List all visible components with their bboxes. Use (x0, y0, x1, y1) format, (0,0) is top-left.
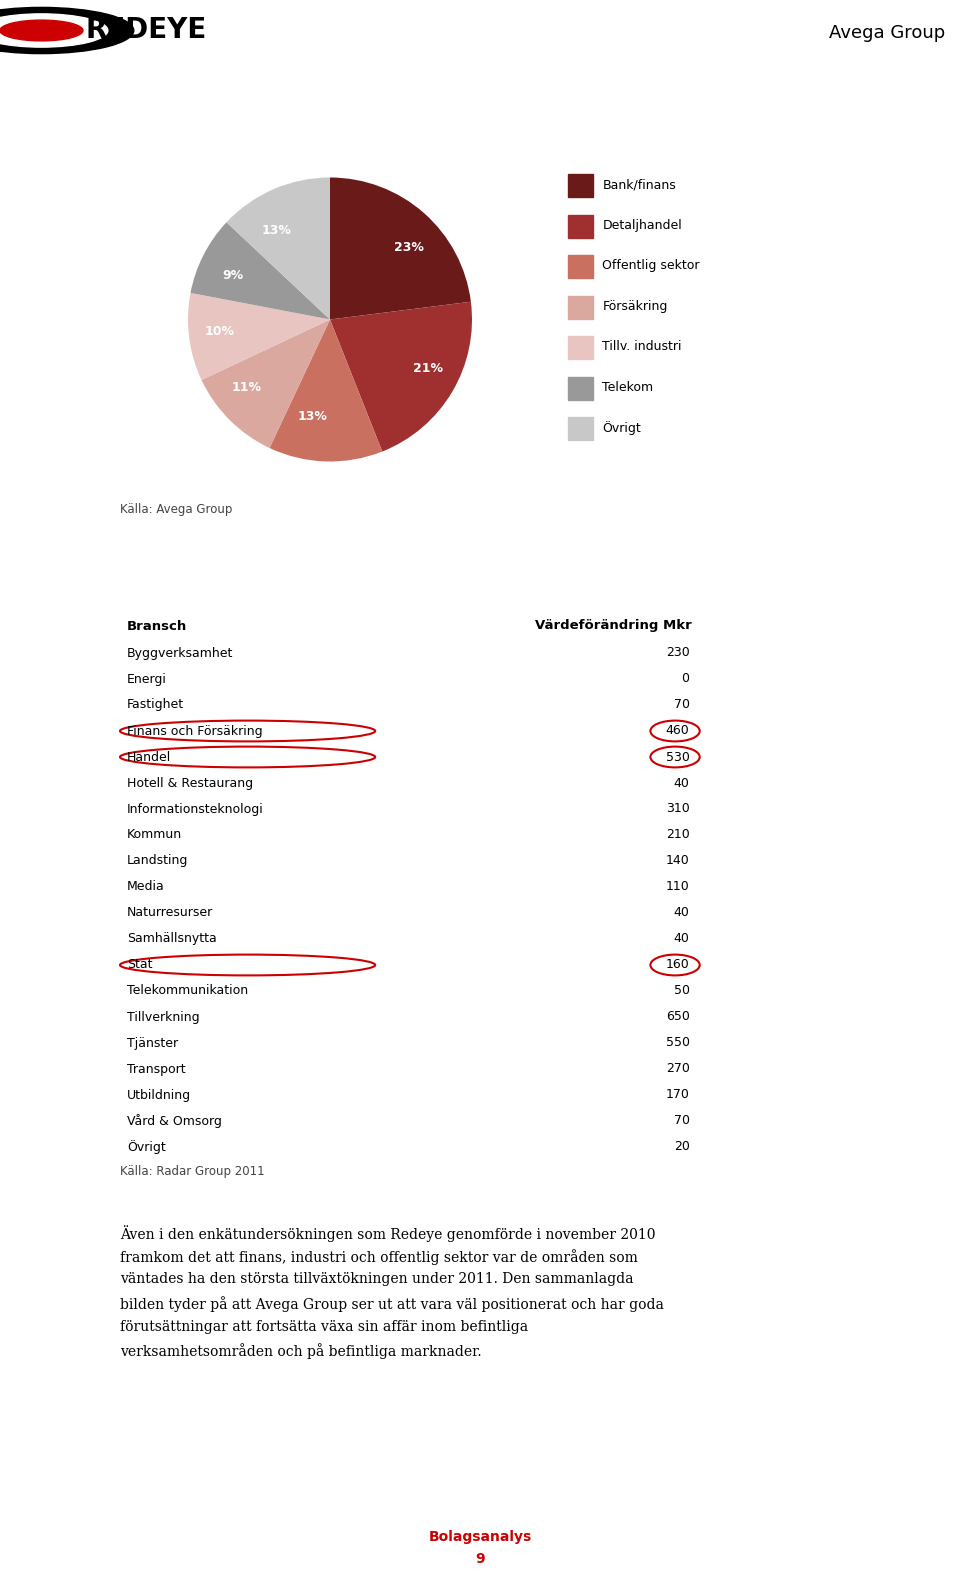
Text: Vård & Omsorg: Vård & Omsorg (127, 1115, 222, 1127)
Text: Även i den enkätundersökningen som Redeye genomförde i november 2010: Även i den enkätundersökningen som Redey… (120, 1225, 656, 1241)
Text: Tillv. industri: Tillv. industri (603, 341, 682, 354)
Text: Detaljhandel: Detaljhandel (603, 218, 683, 232)
Text: 40: 40 (674, 906, 689, 919)
Text: Informationsteknologi: Informationsteknologi (127, 802, 264, 815)
Text: 310: 310 (666, 802, 689, 815)
Wedge shape (270, 319, 382, 461)
Text: 230: 230 (666, 646, 689, 660)
Wedge shape (330, 177, 471, 319)
Text: Bank/finans: Bank/finans (603, 178, 676, 191)
Wedge shape (202, 319, 330, 448)
Text: Utbildning: Utbildning (127, 1088, 191, 1102)
Text: Tillverkning: Tillverkning (127, 1011, 200, 1023)
Text: 460: 460 (666, 725, 689, 737)
Text: Telekom: Telekom (603, 381, 654, 393)
Bar (567, 256, 592, 278)
Text: Tjänster: Tjänster (127, 1036, 179, 1050)
Text: Landsting: Landsting (127, 854, 188, 867)
Bar (567, 417, 592, 441)
Text: verksamhetsområden och på befintliga marknader.: verksamhetsområden och på befintliga mar… (120, 1344, 482, 1360)
Bar (567, 215, 592, 237)
Text: Naturresurser: Naturresurser (127, 906, 213, 919)
Text: Värdeförändring Mkr: Värdeförändring Mkr (535, 619, 691, 633)
Wedge shape (188, 292, 330, 381)
Text: Samhällsnytta: Samhällsnytta (127, 933, 217, 946)
Text: Källa: Avega Group: Källa: Avega Group (120, 502, 232, 515)
Text: Fastighet: Fastighet (127, 698, 184, 712)
Text: Källa: Radar Group 2011: Källa: Radar Group 2011 (120, 1165, 265, 1178)
Text: 40: 40 (674, 933, 689, 946)
Text: Byggverksamhet: Byggverksamhet (127, 646, 233, 660)
Text: 9%: 9% (223, 268, 244, 283)
Wedge shape (227, 177, 330, 319)
Text: 13%: 13% (297, 409, 327, 423)
Bar (567, 377, 592, 399)
Wedge shape (330, 302, 472, 452)
Text: Förändring IT Budgetar per bransch 2011: Förändring IT Budgetar per bransch 2011 (126, 591, 451, 605)
Text: Övrigt: Övrigt (127, 1140, 166, 1154)
Text: 270: 270 (665, 1063, 689, 1075)
Text: Finans och Försäkring: Finans och Försäkring (127, 725, 263, 737)
Text: 9: 9 (475, 1552, 485, 1566)
Text: 70: 70 (674, 1115, 689, 1127)
Text: Avega Group Omsättning per bransch 2010: Avega Group Omsättning per bransch 2010 (131, 90, 489, 104)
Text: 0: 0 (682, 673, 689, 685)
Text: Försäkring: Försäkring (603, 300, 668, 313)
Text: Kommun: Kommun (127, 829, 182, 842)
Text: förutsättningar att fortsätta växa sin affär inom befintliga: förutsättningar att fortsätta växa sin a… (120, 1320, 528, 1334)
Text: Offentlig sektor: Offentlig sektor (603, 259, 700, 272)
Text: 160: 160 (666, 958, 689, 971)
Text: Övrigt: Övrigt (603, 422, 641, 434)
Text: 50: 50 (674, 984, 689, 998)
Text: Bolagsanalys: Bolagsanalys (428, 1530, 532, 1544)
Text: 20: 20 (674, 1140, 689, 1154)
Text: bilden tyder på att Avega Group ser ut att vara väl positionerat och har goda: bilden tyder på att Avega Group ser ut a… (120, 1296, 664, 1312)
Text: framkom det att finans, industri och offentlig sektor var de områden som: framkom det att finans, industri och off… (120, 1249, 637, 1265)
Text: 110: 110 (666, 881, 689, 894)
Text: Bransch: Bransch (127, 619, 187, 633)
Text: 70: 70 (674, 698, 689, 712)
Text: Stat: Stat (127, 958, 153, 971)
Circle shape (0, 8, 133, 54)
Text: 530: 530 (665, 750, 689, 764)
Circle shape (0, 14, 108, 47)
Text: Hotell & Restaurang: Hotell & Restaurang (127, 777, 253, 790)
Text: 40: 40 (674, 777, 689, 790)
Text: 170: 170 (665, 1088, 689, 1102)
Text: Handel: Handel (127, 750, 171, 764)
Text: väntades ha den största tillväxtökningen under 2011. Den sammanlagda: väntades ha den största tillväxtökningen… (120, 1273, 634, 1287)
Text: Avega Group: Avega Group (828, 24, 945, 43)
Text: 550: 550 (665, 1036, 689, 1050)
Text: 21%: 21% (413, 362, 444, 376)
Text: 11%: 11% (231, 381, 262, 395)
Bar (567, 336, 592, 360)
Bar (567, 174, 592, 197)
Bar (567, 295, 592, 319)
Text: 10%: 10% (204, 325, 234, 338)
Text: Telekommunikation: Telekommunikation (127, 984, 248, 998)
Text: Transport: Transport (127, 1063, 185, 1075)
Text: 13%: 13% (262, 224, 292, 237)
Text: 23%: 23% (394, 240, 423, 254)
Text: 140: 140 (666, 854, 689, 867)
Wedge shape (190, 223, 330, 319)
Text: Energi: Energi (127, 673, 167, 685)
Text: REDEYE: REDEYE (85, 16, 206, 44)
Text: 210: 210 (666, 829, 689, 842)
Circle shape (0, 21, 83, 41)
Text: Media: Media (127, 881, 165, 894)
Text: 650: 650 (665, 1011, 689, 1023)
